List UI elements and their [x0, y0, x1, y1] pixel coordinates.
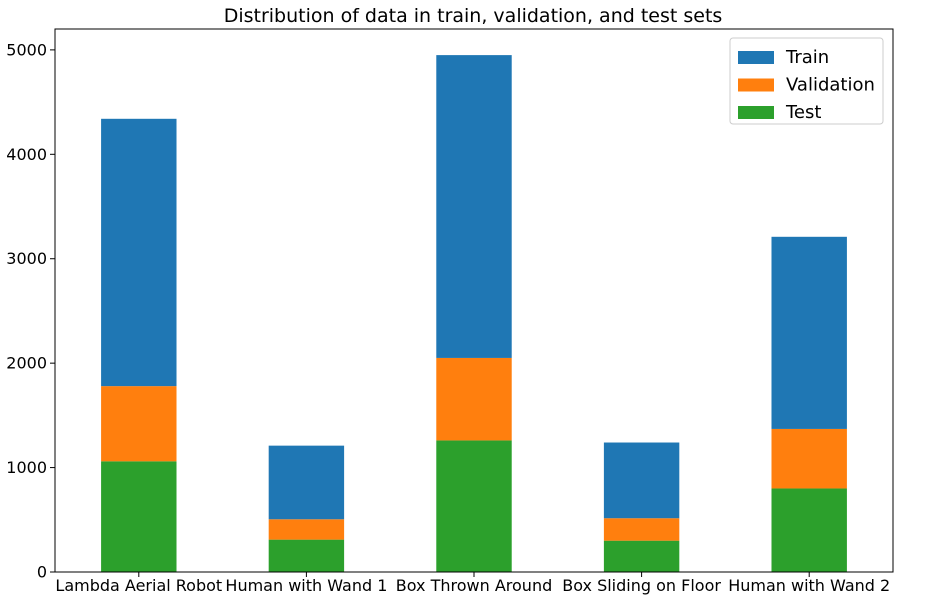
- legend-label-validation: Validation: [786, 75, 875, 96]
- legend: Train Validation Test: [729, 37, 884, 125]
- x-tick-label: Human with Wand 2: [728, 576, 890, 595]
- bar-validation-1: [268, 519, 345, 540]
- x-tick-label: Human with Wand 1: [225, 576, 387, 595]
- bar-validation-2: [436, 357, 512, 441]
- legend-swatch-train: [738, 51, 774, 64]
- x-ticks-group: Lambda Aerial Robot Human with Wand 1 Box …: [55, 572, 890, 595]
- y-tick-label: 0: [37, 563, 47, 582]
- bar-test-2: [436, 440, 512, 572]
- chart-title: Distribution of data in train, validatio…: [224, 5, 723, 27]
- legend-swatch-validation: [738, 78, 774, 92]
- y-tick-label: 5000: [6, 40, 47, 59]
- bar-test-1: [268, 539, 345, 572]
- x-tick-label: Box Thrown Around: [396, 576, 552, 595]
- y-tick-label: 2000: [6, 354, 47, 373]
- y-tick-label: 4000: [6, 145, 47, 164]
- bars-group: [101, 55, 847, 572]
- bar-train-0: [101, 118, 177, 387]
- y-ticks-group: 0 1000 2000 3000 4000 5000: [6, 40, 55, 582]
- y-tick-label: 1000: [6, 458, 47, 477]
- bar-test-3: [603, 540, 680, 572]
- bar-train-4: [771, 236, 847, 429]
- bar-validation-3: [603, 518, 680, 541]
- y-tick-label: 3000: [6, 249, 47, 268]
- x-tick-label: Box Sliding on Floor: [562, 576, 721, 595]
- legend-label-test: Test: [785, 102, 821, 123]
- x-tick-label: Lambda Aerial Robot: [55, 576, 222, 595]
- legend-label-train: Train: [785, 47, 829, 68]
- bar-train-3: [603, 442, 680, 519]
- bar-test-4: [771, 488, 847, 572]
- legend-swatch-test: [738, 106, 774, 119]
- bar-test-0: [101, 461, 177, 572]
- bar-train-1: [268, 445, 345, 520]
- bar-validation-4: [771, 428, 847, 489]
- bar-validation-0: [101, 386, 177, 462]
- bar-train-2: [436, 55, 512, 358]
